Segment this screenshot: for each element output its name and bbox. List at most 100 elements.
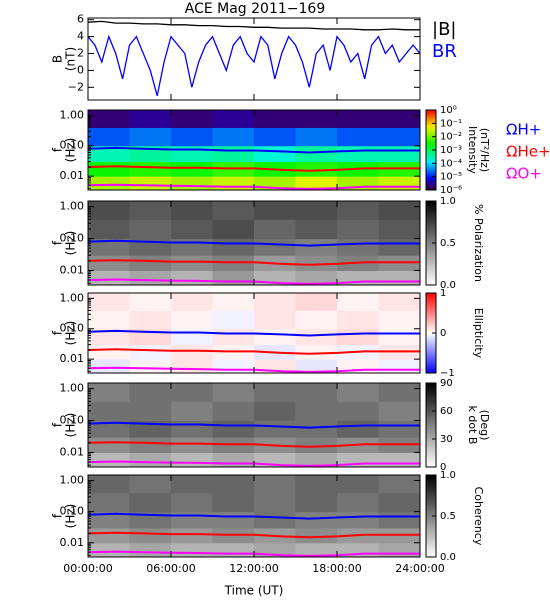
- heatmap-cell: [254, 293, 296, 311]
- heatmap-cell: [254, 383, 296, 402]
- heatmap-cell: [88, 161, 130, 177]
- heatmap-cell: [88, 270, 130, 285]
- heatmap-cell: [88, 310, 130, 330]
- y-axis-label: (Hz): [64, 504, 78, 529]
- series-line: [88, 165, 420, 172]
- heatmap-cell: [171, 542, 213, 557]
- x-axis-label: Time (UT): [224, 584, 284, 598]
- heatmap-cell: [295, 293, 338, 311]
- plot-area: [88, 20, 420, 96]
- heatmap-cell: [337, 238, 379, 256]
- heatmap-cell: [129, 492, 172, 513]
- x-tick-label: 24:00:00: [395, 562, 444, 575]
- heatmap-cell: [88, 542, 130, 557]
- heatmap-cell: [88, 511, 130, 529]
- heatmap-cell: [212, 542, 255, 557]
- heatmap-cell: [129, 201, 172, 220]
- y-tick-label: 0.10: [60, 232, 85, 245]
- heatmap-cell: [88, 176, 130, 190]
- y-tick-label: 4: [77, 30, 84, 43]
- heatmap-cell: [378, 310, 420, 330]
- heatmap-cell: [88, 201, 130, 220]
- heatmap-cell: [88, 219, 130, 240]
- heatmap-cell: [254, 328, 296, 346]
- heatmap-cell: [378, 238, 420, 256]
- heatmap-cell: [171, 527, 213, 544]
- heatmap-cell: [212, 293, 255, 311]
- heatmap-cell: [337, 420, 379, 438]
- heatmap-cell: [88, 344, 130, 360]
- heatmap-cell: [212, 127, 255, 147]
- series-line: [88, 259, 420, 266]
- heatmap-cell: [378, 176, 420, 190]
- heatmap-cell: [295, 161, 338, 177]
- series-line: [88, 329, 420, 337]
- colorbar-label: k dot B: [466, 406, 479, 445]
- heatmap-cell: [171, 310, 213, 330]
- colorbar-label: Coherency: [472, 487, 485, 546]
- heatmap-cell: [171, 161, 213, 177]
- heatmap-cell: [254, 145, 296, 163]
- heatmap-cell: [171, 420, 213, 438]
- heatmap-cell: [171, 401, 213, 422]
- heatmap-cell: [171, 127, 213, 147]
- plot-area: [88, 201, 420, 285]
- heatmap-cell: [378, 270, 420, 285]
- heatmap-cell: [337, 401, 379, 422]
- heatmap-cell: [129, 383, 172, 402]
- colorbar-tick-label: 60: [440, 406, 453, 417]
- plot-area: [88, 383, 420, 467]
- legend-entry: ΩHe+: [506, 143, 550, 161]
- y-axis-label: (Hz): [64, 321, 78, 346]
- heatmap-cell: [129, 310, 172, 330]
- heatmap-cell: [337, 293, 379, 311]
- heatmap-cell: [171, 293, 213, 311]
- heatmap-cell: [378, 511, 420, 529]
- y-tick-label: 6: [77, 13, 84, 26]
- series-line: [88, 512, 420, 520]
- y-tick-label: 2: [77, 47, 84, 60]
- y-axis-label: (Hz): [64, 413, 78, 438]
- heatmap-cell: [88, 401, 130, 422]
- heatmap-cell: [295, 238, 338, 256]
- y-tick-label: 1.00: [60, 200, 85, 213]
- y-tick-label: 1.00: [60, 108, 85, 121]
- y-axis-label: f: [51, 240, 65, 245]
- colorbar-label: % Polarization: [472, 204, 485, 282]
- y-tick-label: 0.10: [60, 322, 85, 335]
- colorbar-tick-label: 0.0: [440, 280, 456, 291]
- heatmap-cell: [212, 475, 255, 494]
- heatmap-cell: [129, 475, 172, 494]
- colorbar: [425, 382, 437, 468]
- y-tick-label: 1.00: [60, 382, 85, 395]
- heatmap-cell: [88, 527, 130, 544]
- heatmap-cell: [337, 127, 379, 147]
- heatmap-cell: [295, 475, 338, 494]
- heatmap-cell: [254, 511, 296, 529]
- colorbar-tick-label: 10⁻⁵: [440, 172, 462, 183]
- heatmap-cell: [378, 145, 420, 163]
- colorbar-tick-label: 1: [440, 288, 446, 299]
- heatmap-cell: [378, 401, 420, 422]
- colorbar-tick-label: 90: [440, 378, 453, 389]
- heatmap-cell: [212, 201, 255, 220]
- heatmap-cell: [337, 492, 379, 513]
- heatmap-cell: [129, 176, 172, 190]
- heatmap-cell: [171, 270, 213, 285]
- colorbar-tick-label: 30: [440, 434, 453, 445]
- legend-entry: |B|: [432, 19, 456, 40]
- heatmap-cell: [171, 437, 213, 453]
- y-tick-label: −2: [68, 80, 84, 93]
- heatmap-cell: [88, 145, 130, 163]
- heatmap-cell: [171, 238, 213, 256]
- heatmap-cell: [88, 420, 130, 438]
- heatmap-cell: [212, 110, 255, 128]
- heatmap-cell: [171, 475, 213, 494]
- heatmap-cell: [212, 511, 255, 529]
- heatmap-cell: [171, 145, 213, 163]
- heatmap-cell: [171, 452, 213, 467]
- heatmap-cell: [88, 359, 130, 373]
- y-tick-label: 0.01: [60, 352, 85, 365]
- heatmap-cell: [254, 110, 296, 128]
- y-axis-label: (Hz): [64, 138, 78, 163]
